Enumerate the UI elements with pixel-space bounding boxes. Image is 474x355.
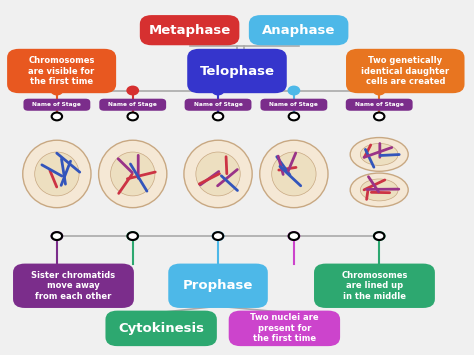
Ellipse shape — [35, 152, 79, 196]
Text: Name of Stage: Name of Stage — [355, 102, 404, 107]
Circle shape — [52, 113, 62, 120]
Ellipse shape — [110, 152, 155, 196]
Text: Two nuclei are
present for
the first time: Two nuclei are present for the first tim… — [250, 313, 319, 343]
Ellipse shape — [260, 140, 328, 208]
Circle shape — [374, 232, 384, 240]
FancyBboxPatch shape — [261, 99, 327, 111]
FancyBboxPatch shape — [106, 311, 217, 346]
Text: Prophase: Prophase — [183, 279, 253, 292]
FancyBboxPatch shape — [23, 99, 90, 111]
Text: Name of Stage: Name of Stage — [108, 102, 157, 107]
Text: Telophase: Telophase — [200, 65, 274, 77]
Text: Chromosomes
are visible for
the first time: Chromosomes are visible for the first ti… — [28, 56, 95, 86]
Text: Name of Stage: Name of Stage — [269, 102, 319, 107]
Ellipse shape — [272, 152, 316, 196]
FancyBboxPatch shape — [249, 15, 348, 45]
Circle shape — [212, 86, 224, 95]
FancyBboxPatch shape — [314, 263, 435, 308]
FancyBboxPatch shape — [13, 263, 134, 308]
Ellipse shape — [196, 152, 240, 196]
Ellipse shape — [350, 173, 408, 207]
Circle shape — [374, 113, 384, 120]
Circle shape — [374, 232, 385, 240]
Text: Sister chromatids
move away
from each other: Sister chromatids move away from each ot… — [31, 271, 116, 301]
FancyBboxPatch shape — [228, 311, 340, 346]
Circle shape — [127, 232, 138, 240]
Ellipse shape — [360, 143, 398, 165]
Circle shape — [51, 232, 63, 240]
Ellipse shape — [350, 137, 408, 171]
Text: Cytokinesis: Cytokinesis — [118, 322, 204, 335]
Circle shape — [289, 113, 299, 120]
Circle shape — [374, 86, 385, 95]
Circle shape — [213, 113, 223, 120]
Circle shape — [127, 86, 138, 95]
FancyBboxPatch shape — [187, 49, 287, 93]
Ellipse shape — [23, 140, 91, 208]
FancyBboxPatch shape — [7, 49, 116, 93]
Circle shape — [213, 232, 223, 240]
Circle shape — [128, 113, 138, 120]
FancyBboxPatch shape — [100, 99, 166, 111]
FancyBboxPatch shape — [346, 99, 412, 111]
Ellipse shape — [184, 140, 252, 208]
FancyBboxPatch shape — [168, 263, 268, 308]
Text: Two genetically
identical daughter
cells are created: Two genetically identical daughter cells… — [361, 56, 449, 86]
Circle shape — [128, 232, 138, 240]
FancyBboxPatch shape — [346, 49, 465, 93]
Circle shape — [52, 232, 62, 240]
FancyBboxPatch shape — [140, 15, 239, 45]
Text: Name of Stage: Name of Stage — [193, 102, 243, 107]
Circle shape — [288, 86, 300, 95]
Ellipse shape — [99, 140, 167, 208]
Ellipse shape — [360, 179, 398, 201]
Circle shape — [288, 232, 300, 240]
Text: Chromosomes
are lined up
in the middle: Chromosomes are lined up in the middle — [341, 271, 408, 301]
Circle shape — [212, 232, 224, 240]
Circle shape — [289, 232, 299, 240]
Text: Name of Stage: Name of Stage — [32, 102, 82, 107]
FancyBboxPatch shape — [185, 99, 251, 111]
Text: Metaphase: Metaphase — [148, 24, 231, 37]
Circle shape — [51, 86, 63, 95]
Text: Anaphase: Anaphase — [262, 24, 335, 37]
